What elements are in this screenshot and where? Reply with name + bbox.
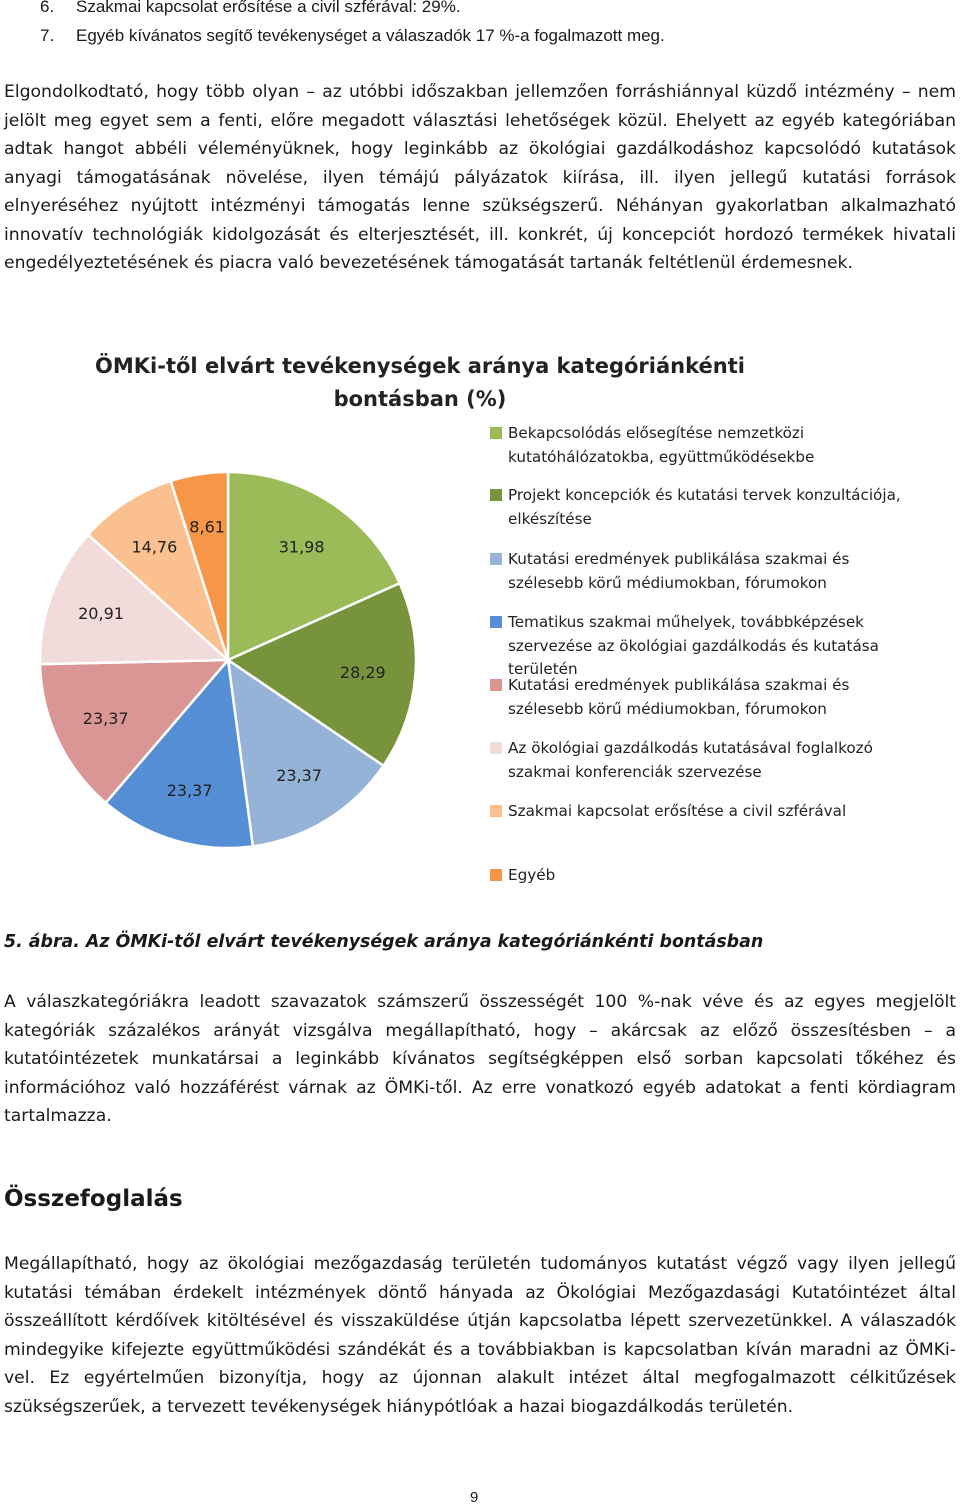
pie-data-label: 31,98 — [279, 537, 325, 556]
pie-data-label: 28,29 — [340, 663, 386, 682]
legend-swatch — [490, 679, 502, 691]
pie-slice — [86, 479, 231, 664]
pie-data-label: 23,37 — [83, 709, 129, 728]
pie-data-label: 14,76 — [131, 537, 177, 556]
pie-data-label: 8,61 — [189, 517, 225, 536]
figure-caption: 5. ábra. Az ÖMKi-től elvárt tevékenysége… — [4, 932, 764, 952]
page-number: 9 — [470, 1489, 479, 1506]
legend-swatch — [490, 869, 502, 881]
pie-slice — [103, 657, 255, 850]
pie-data-label: 23,37 — [276, 766, 322, 785]
pie-data-label: 23,37 — [167, 781, 213, 800]
pie-slice — [225, 581, 418, 768]
pie-slice — [226, 657, 386, 848]
list-item: 7. Egyéb kívánatos segítő tevékenységet a… — [40, 26, 665, 45]
pie-data-label: 20,91 — [78, 604, 124, 623]
paragraph-intro: Elgondolkodtató, hogy több olyan – az ut… — [4, 82, 956, 273]
legend-swatch — [490, 616, 502, 628]
pie-chart: 31,98 28,29 23,37 23,37 23,37 20,91 14,76 8,61 — [38, 470, 418, 850]
legend-swatch — [490, 553, 502, 565]
list-item: 6. Szakmai kapcsolat erősítése a civil sz… — [40, 0, 461, 16]
pie-slice — [38, 658, 231, 805]
legend-swatch — [490, 489, 502, 501]
chart-title: ÖMKi-től elvárt tevékenységek aránya kat… — [95, 354, 745, 411]
legend-swatch — [490, 805, 502, 817]
pie-slice — [38, 532, 232, 666]
section-heading: Összefoglalás — [4, 1186, 183, 1212]
paragraph-analysis: A válaszkategóriákra leadott szavazatok … — [4, 992, 956, 1126]
paragraph-summary: Megállapítható, hogy az ökológiai mezőga… — [4, 1254, 956, 1417]
legend-swatch — [490, 427, 502, 439]
legend-swatch — [490, 742, 502, 754]
pie-slice — [226, 470, 402, 662]
pie-slice — [169, 470, 230, 661]
